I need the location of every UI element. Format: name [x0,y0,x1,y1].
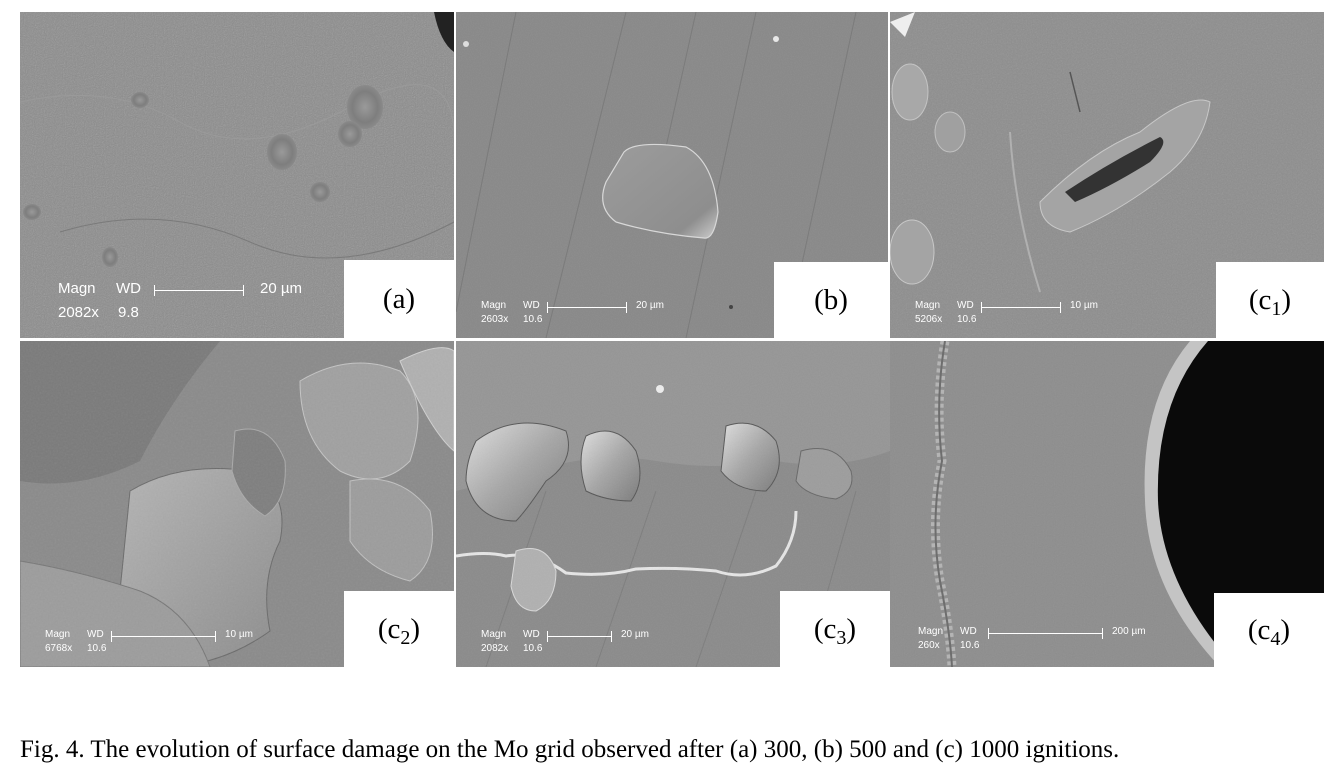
wd-value: 10.6 [957,314,977,325]
mag-value: 5206x [915,314,943,325]
mag-value: 260x [918,640,940,651]
sem-image-a: Magn WD 2082x 9.8 20 µm (a) [20,12,454,338]
scale-bar-line [981,302,1061,313]
panel-label-c1: (c1) [1216,262,1324,338]
scale-length: 10 µm [1070,300,1098,311]
figure-caption: Fig. 4. The evolution of surface damage … [20,736,1120,763]
wd-value: 10.6 [523,643,543,654]
panel-label-b: (b) [774,262,888,338]
wd-value: 9.8 [118,304,139,321]
wd-value: 10.6 [87,643,107,654]
panel-label-c4: (c4) [1214,593,1324,667]
sem-image-c4: Magn WD 260x 10.6 200 µm (c4) [890,341,1324,667]
sem-image-c1: Magn WD 5206x 10.6 10 µm (c1) [890,12,1324,338]
scale-length: 200 µm [1112,626,1146,637]
magn-label: Magn [918,626,944,637]
wd-label: WD [116,280,141,297]
scale-bar-line [154,285,244,296]
sem-image-c3: Magn WD 2082x 10.6 20 µm (c3) [456,341,890,667]
panel-label-c3: (c3) [780,591,890,667]
wd-label: WD [523,629,540,640]
magn-label: Magn [915,300,941,311]
sem-image-c2: Magn WD 6768x 10.6 10 µm (c2) [20,341,454,667]
panel-label-c2: (c2) [344,591,454,667]
scale-length: 20 µm [636,300,664,311]
magn-label: Magn [481,300,507,311]
mag-value: 6768x [45,643,73,654]
mag-value: 2082x [481,643,509,654]
mag-value: 2603x [481,314,509,325]
mag-value: 2082x [58,304,99,321]
scale-bar-line [547,302,627,313]
wd-label: WD [957,300,974,311]
magn-label: Magn [45,629,71,640]
wd-value: 10.6 [960,640,980,651]
panel-label-a: (a) [344,260,454,338]
wd-value: 10.6 [523,314,543,325]
wd-label: WD [87,629,104,640]
sem-micrograph-c2 [20,341,454,667]
scale-length: 20 µm [260,280,302,297]
magn-label: Magn [58,280,96,297]
scale-bar-line [988,628,1103,639]
scale-bar-line [111,631,216,642]
scale-bar-line [547,631,612,642]
sem-image-b: Magn WD 2603x 10.6 20 µm (b) [456,12,888,338]
sem-micrograph-a [20,12,454,338]
scale-length: 10 µm [225,629,253,640]
scale-length: 20 µm [621,629,649,640]
wd-label: WD [523,300,540,311]
magn-label: Magn [481,629,507,640]
wd-label: WD [960,626,977,637]
